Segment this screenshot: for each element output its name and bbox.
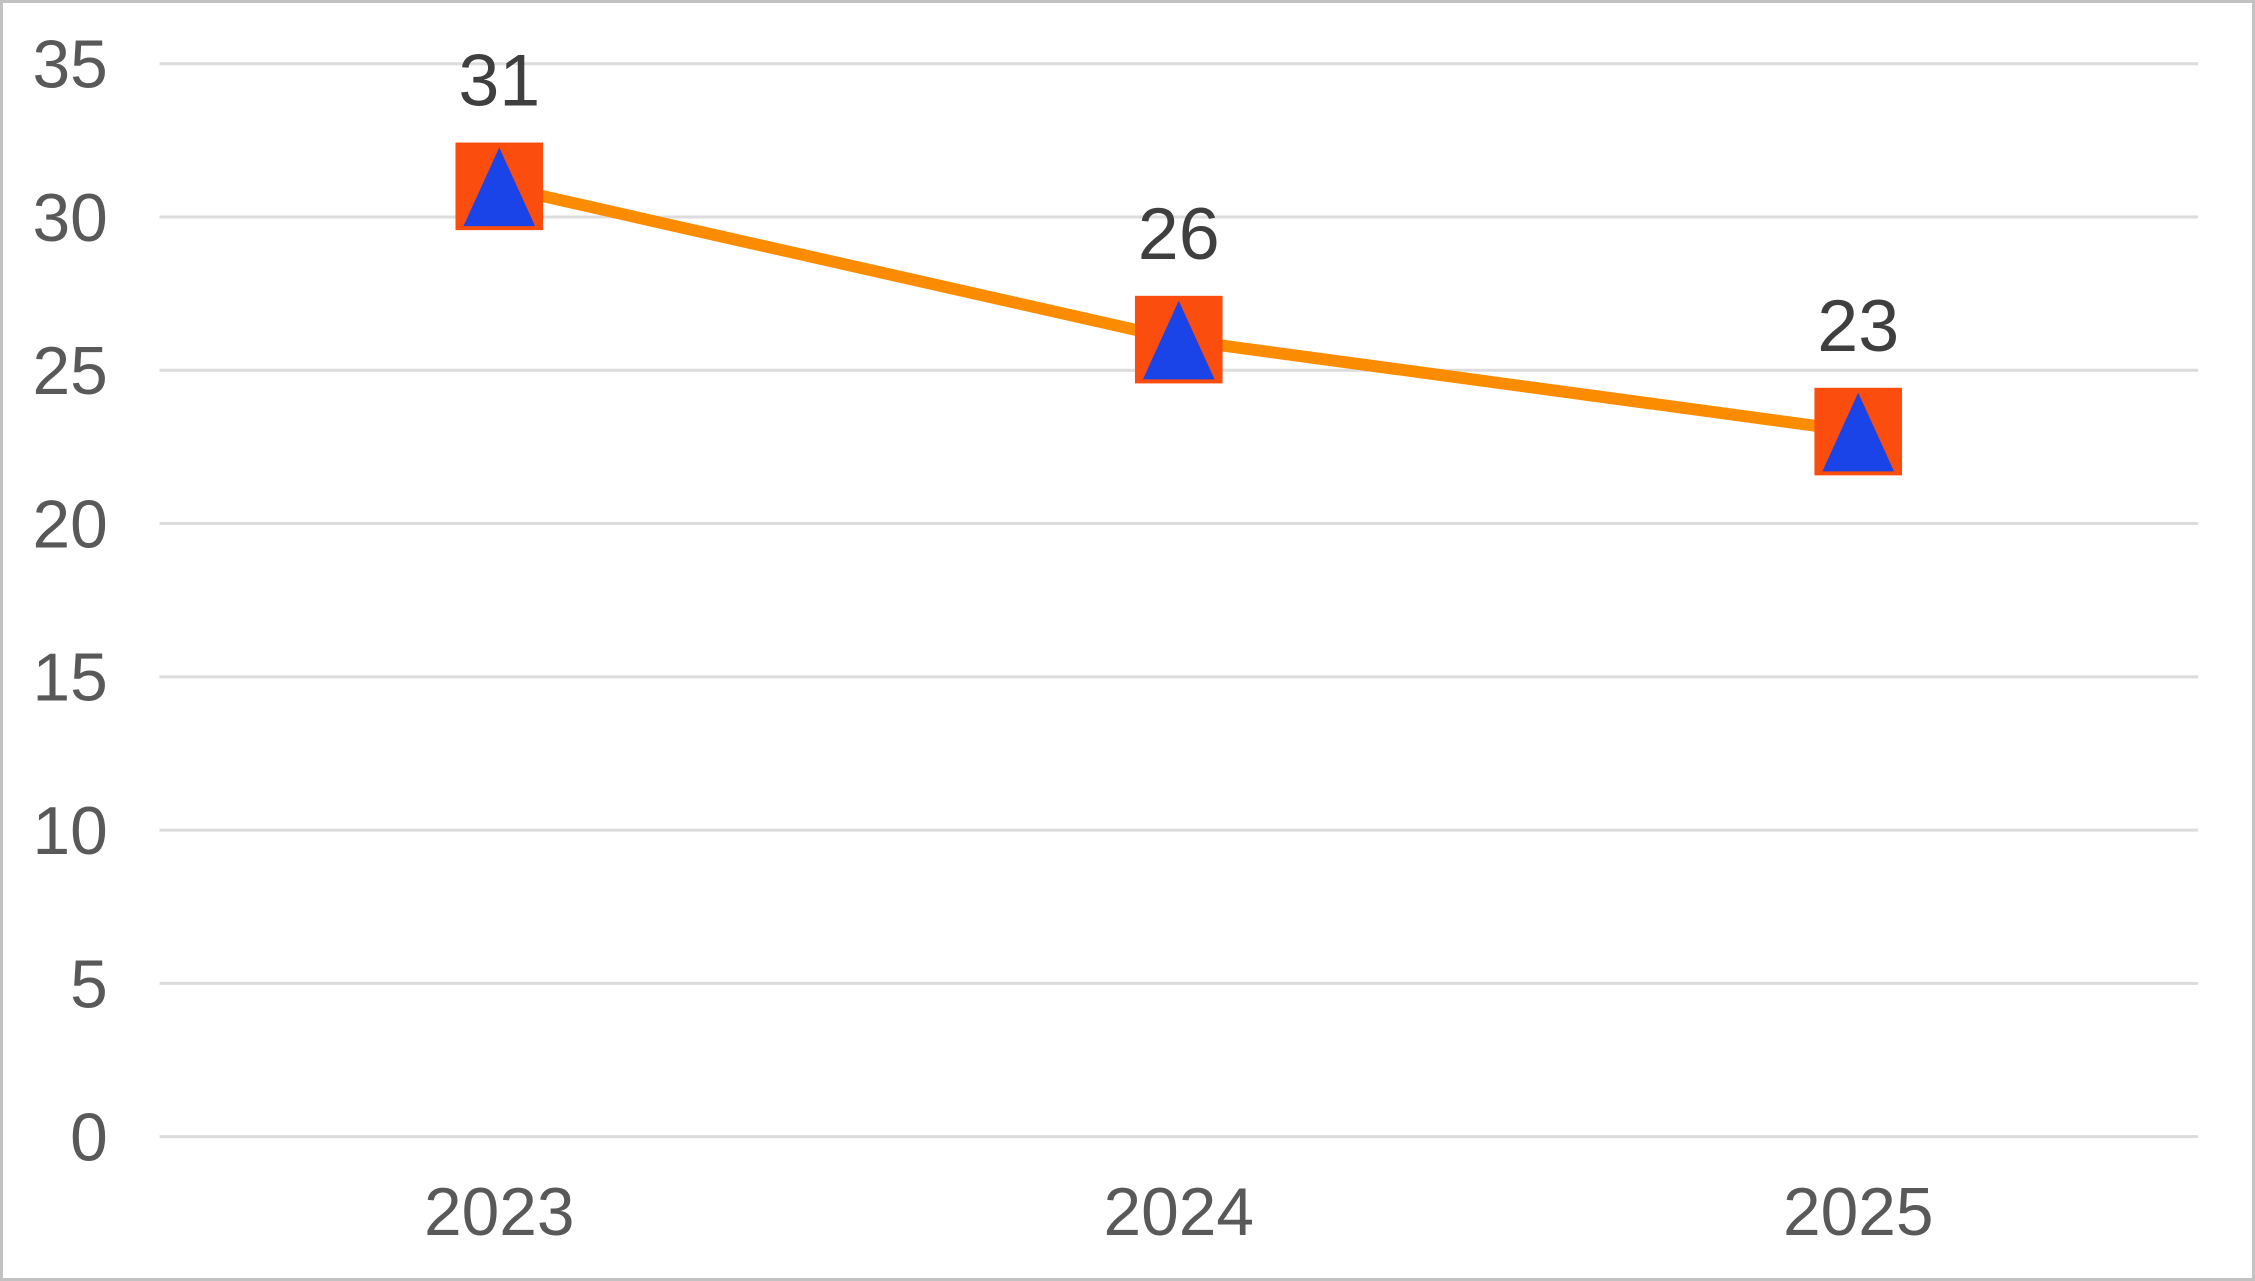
data-label: 31 — [458, 39, 540, 122]
x-axis-tick-label: 2023 — [424, 1175, 575, 1250]
y-axis-tick-label: 0 — [70, 1101, 108, 1176]
x-axis-tick-label: 2024 — [1103, 1175, 1254, 1250]
triangle-up-icon — [1822, 392, 1895, 472]
y-axis-tick-label: 15 — [33, 641, 108, 716]
triangle-up-icon — [463, 147, 536, 227]
y-axis-tick-label: 20 — [33, 487, 108, 562]
y-axis-tick-label: 25 — [33, 334, 108, 409]
y-axis-tick-label: 5 — [70, 947, 108, 1022]
y-axis-tick-label: 35 — [33, 28, 108, 103]
triangle-up-icon — [1142, 300, 1215, 380]
x-axis-tick-label: 2025 — [1783, 1175, 1934, 1250]
y-axis-tick-label: 10 — [33, 794, 108, 869]
y-axis-tick-label: 30 — [33, 181, 108, 256]
data-label: 26 — [1138, 192, 1220, 275]
data-label: 23 — [1817, 284, 1899, 367]
